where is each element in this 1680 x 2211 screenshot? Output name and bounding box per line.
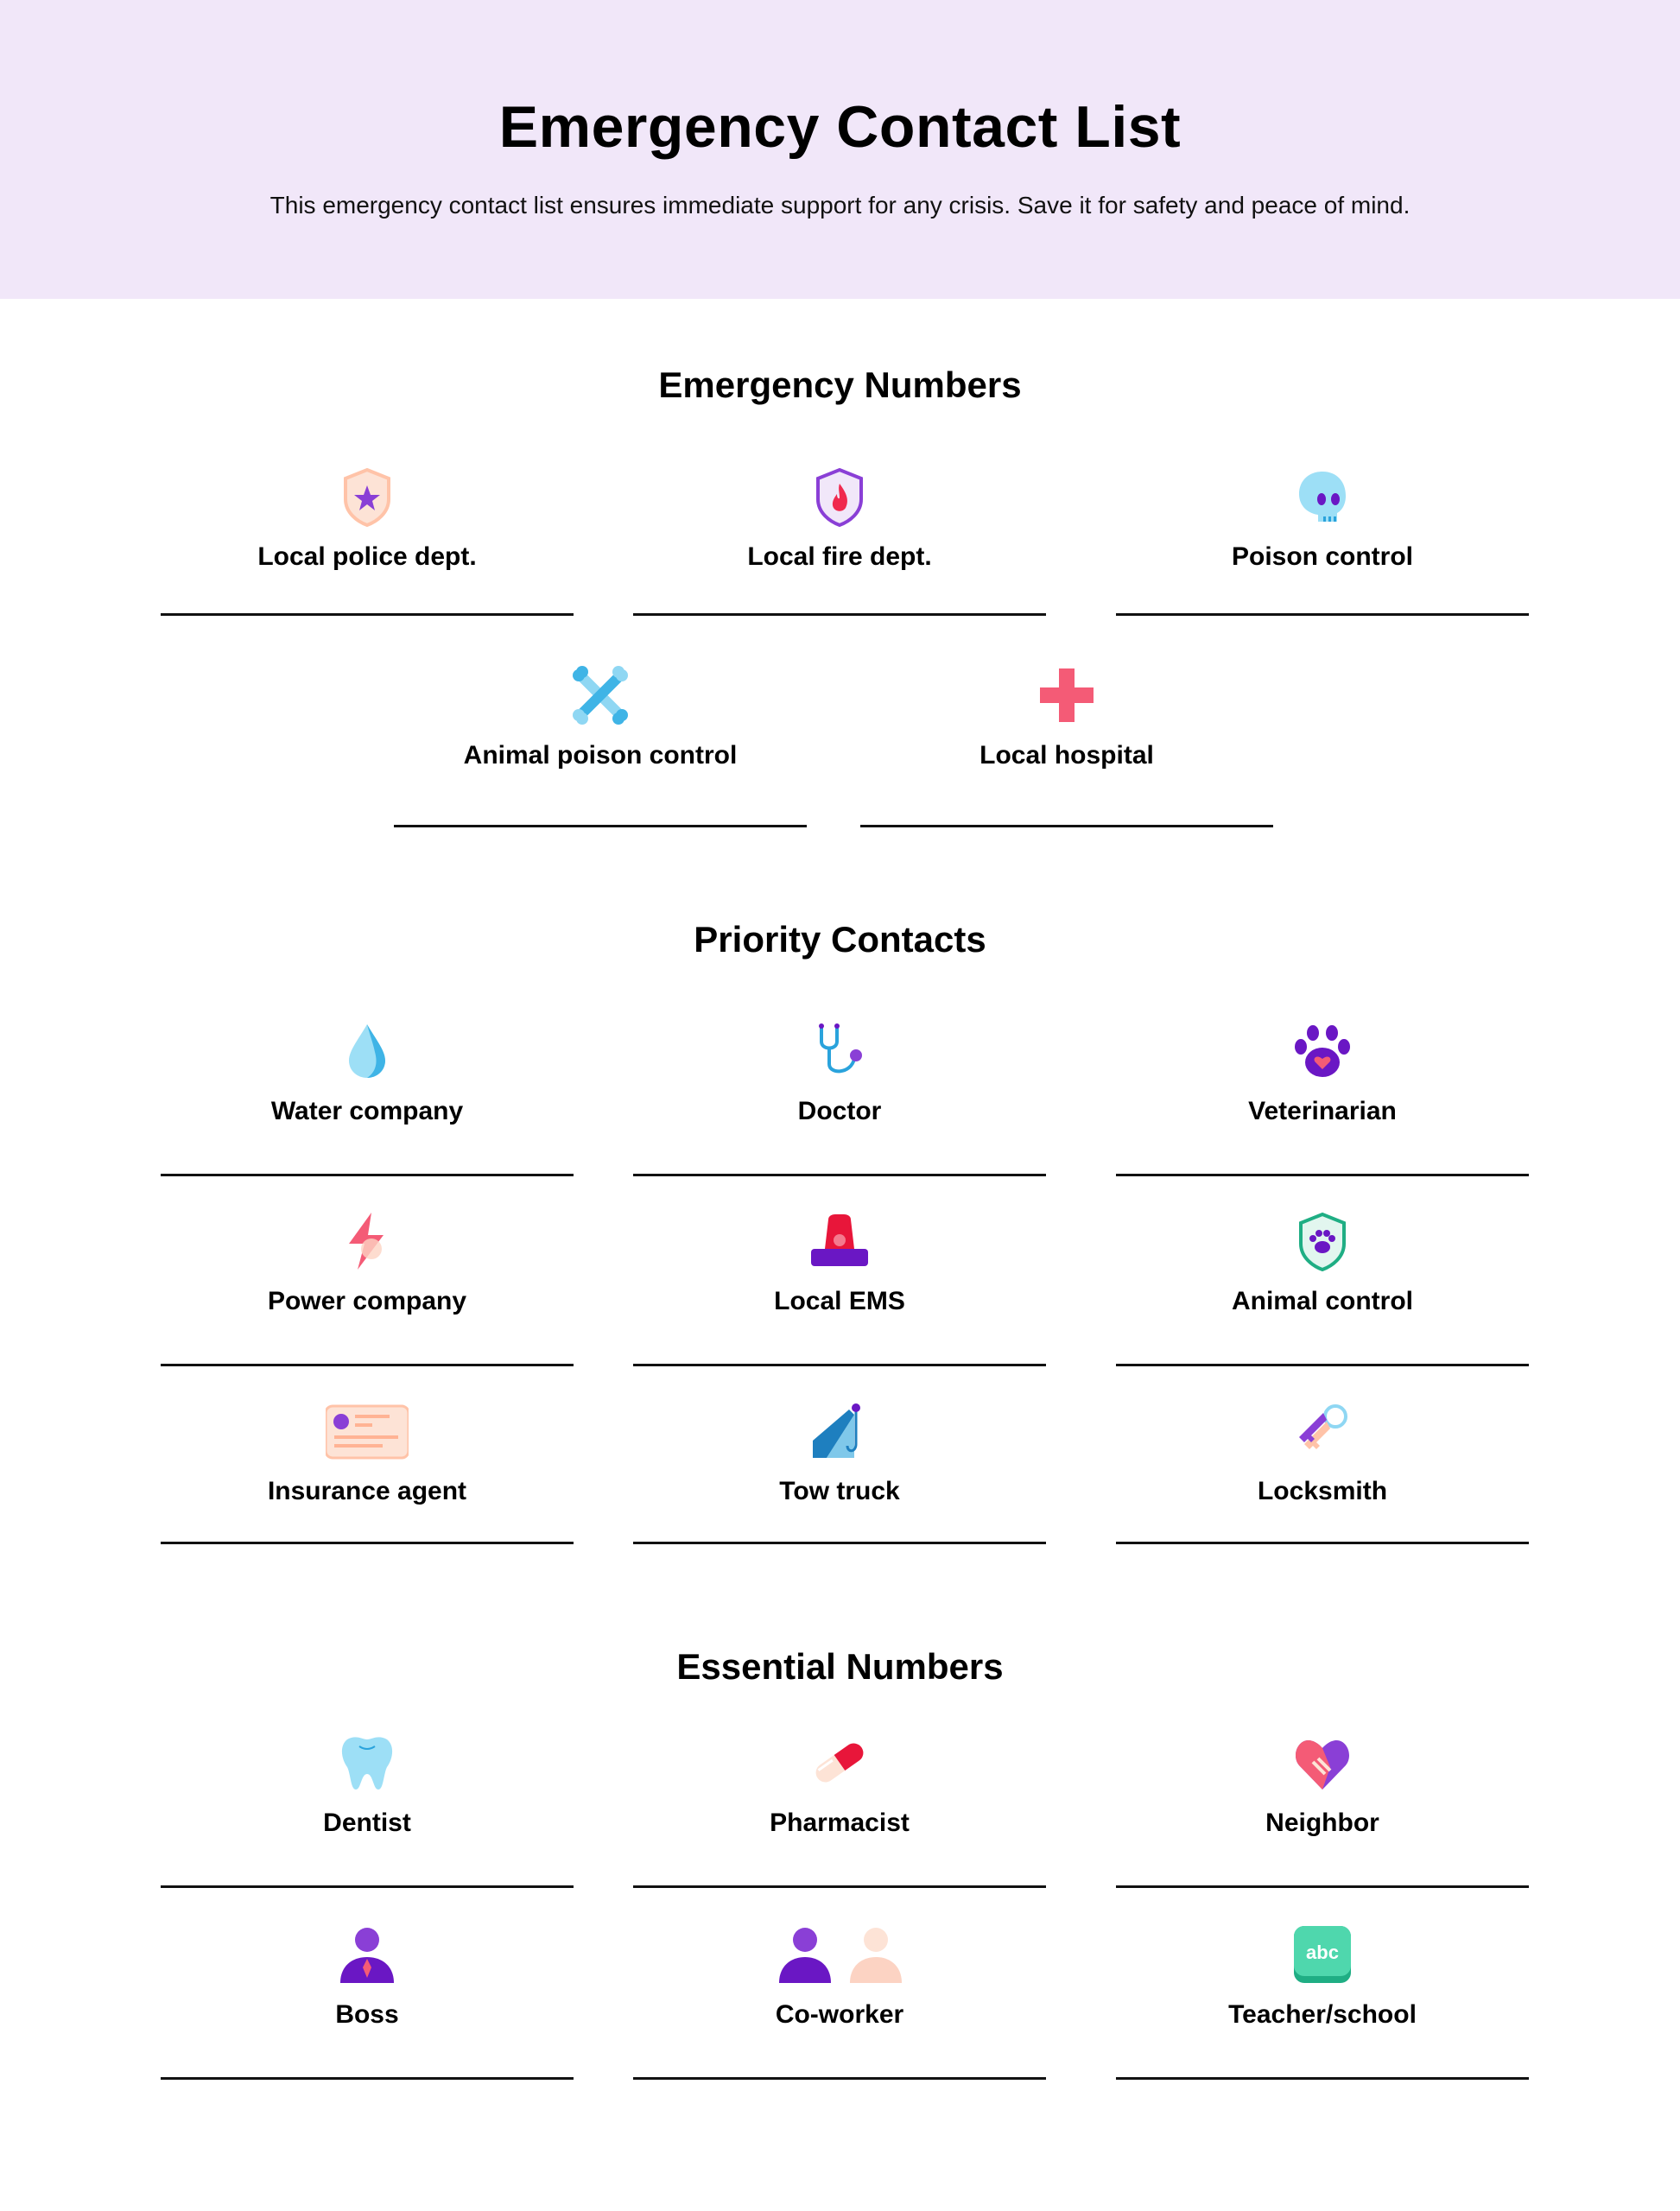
contact-label: Tow truck	[779, 1477, 900, 1505]
police-shield-icon	[344, 467, 390, 527]
tow-hook-icon	[813, 1403, 860, 1458]
contact-label: Local police dept.	[257, 542, 477, 571]
contact-label: Local fire dept.	[747, 542, 932, 571]
contact-label: Dentist	[323, 1809, 411, 1837]
contact-label: Local hospital	[979, 741, 1154, 770]
phone-number-line[interactable]	[633, 1542, 1046, 1544]
phone-number-line[interactable]	[1116, 1174, 1529, 1176]
tooth-icon	[341, 1737, 393, 1790]
contact-label: Teacher/school	[1228, 2000, 1417, 2029]
page-subtitle: This emergency contact list ensures imme…	[269, 192, 1411, 219]
paw-heart-icon	[1295, 1025, 1350, 1077]
lightning-icon	[349, 1213, 384, 1270]
paw-shield-icon	[1299, 1212, 1346, 1271]
phone-number-line[interactable]	[161, 1174, 574, 1176]
section-heading: Emergency Numbers	[658, 364, 1022, 405]
header-banner: Emergency Contact List This emergency co…	[0, 0, 1680, 299]
section-heading: Essential Numbers	[676, 1646, 1004, 1687]
phone-number-line[interactable]	[1116, 613, 1529, 616]
phone-number-line[interactable]	[161, 2077, 574, 2080]
skull-icon	[1299, 472, 1346, 522]
medical-cross-icon	[1040, 668, 1094, 722]
phone-number-line[interactable]	[394, 825, 807, 827]
pill-icon	[815, 1743, 864, 1783]
contact-label: Insurance agent	[267, 1477, 467, 1505]
contact-label: Locksmith	[1257, 1477, 1388, 1505]
phone-number-line[interactable]	[633, 1364, 1046, 1366]
page-title: Emergency Contact List	[498, 94, 1182, 160]
fire-shield-icon	[816, 467, 863, 527]
contact-label: Doctor	[797, 1097, 882, 1125]
phone-number-line[interactable]	[161, 613, 574, 616]
handshake-heart-icon	[1295, 1739, 1350, 1790]
water-drop-icon	[349, 1024, 385, 1078]
contact-label: Local EMS	[774, 1287, 905, 1315]
phone-number-line[interactable]	[161, 1542, 574, 1544]
contact-label: Boss	[335, 2000, 399, 2029]
abc-block-icon: abc	[1294, 1926, 1351, 1983]
crossbones-icon	[573, 666, 628, 725]
phone-number-line[interactable]	[1116, 1885, 1529, 1888]
phone-number-line[interactable]	[1116, 1364, 1529, 1366]
contact-label: Pharmacist	[770, 1809, 910, 1837]
coworkers-icon	[779, 1928, 902, 1983]
phone-number-line[interactable]	[860, 825, 1273, 827]
contact-label: Animal control	[1231, 1287, 1413, 1315]
phone-number-line[interactable]	[633, 1174, 1046, 1176]
boss-person-icon	[340, 1928, 394, 1983]
phone-number-line[interactable]	[161, 1364, 574, 1366]
contact-label: Veterinarian	[1248, 1097, 1397, 1125]
phone-number-line[interactable]	[633, 1885, 1046, 1888]
contact-label: Neighbor	[1265, 1809, 1379, 1837]
phone-number-line[interactable]	[633, 613, 1046, 616]
icon-text: abc	[1306, 1942, 1339, 1963]
siren-icon	[811, 1214, 868, 1266]
contact-label: Co-worker	[775, 2000, 904, 2029]
phone-number-line[interactable]	[1116, 1542, 1529, 1544]
contact-label: Animal poison control	[463, 741, 738, 770]
section-heading: Priority Contacts	[694, 919, 986, 960]
stethoscope-icon	[819, 1023, 862, 1074]
keys-icon	[1299, 1404, 1347, 1449]
contact-label: Water company	[270, 1097, 464, 1125]
contact-label: Poison control	[1232, 542, 1413, 571]
phone-number-line[interactable]	[633, 2077, 1046, 2080]
phone-number-line[interactable]	[161, 1885, 574, 1888]
contact-label: Power company	[267, 1287, 467, 1315]
phone-number-line[interactable]	[1116, 2077, 1529, 2080]
id-card-icon	[326, 1404, 409, 1460]
